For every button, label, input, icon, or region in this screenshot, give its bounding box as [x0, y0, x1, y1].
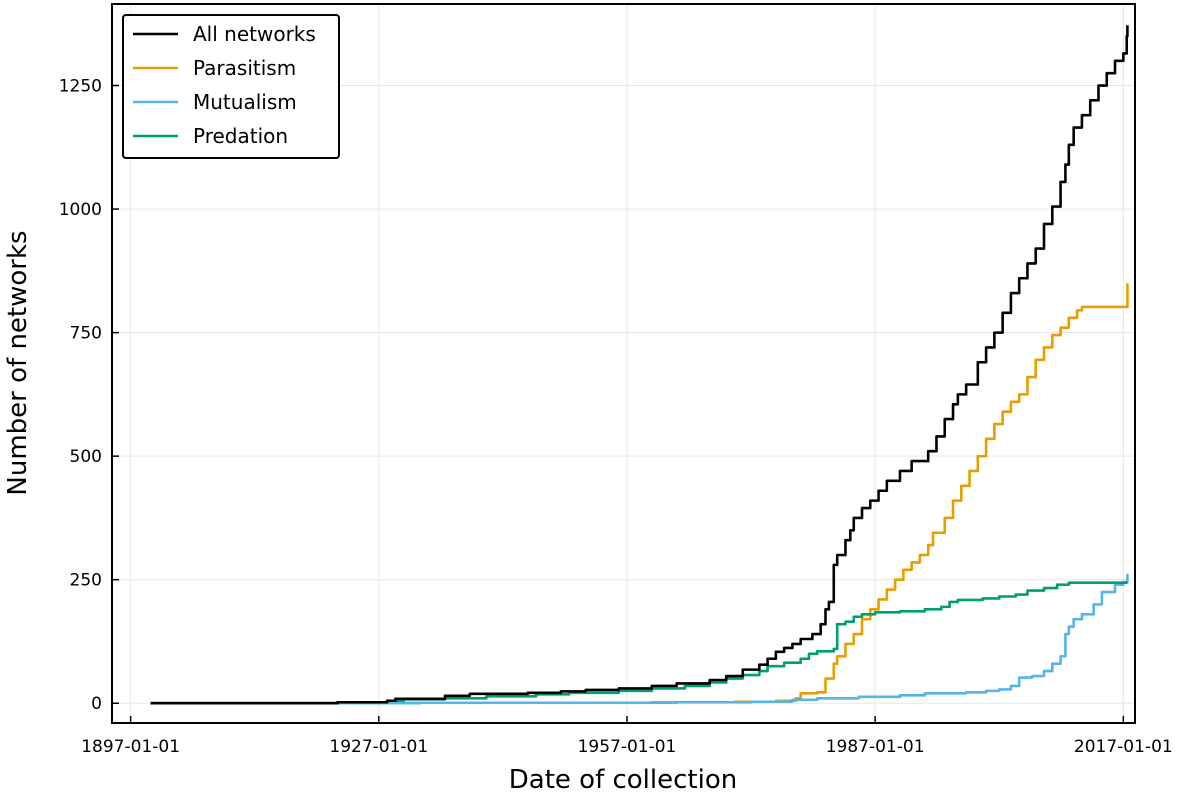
legend-label-parasitism: Parasitism — [193, 56, 296, 80]
series-line-mutualism — [150, 573, 1129, 705]
plot-frame — [111, 3, 1136, 724]
y-tick-label: 1000 — [59, 200, 102, 220]
legend-label-predation: Predation — [193, 124, 288, 148]
y-tick-label: 750 — [70, 324, 102, 344]
x-tick-label: 2017-01-01 — [1074, 737, 1173, 757]
y-tick-label: 250 — [70, 571, 102, 591]
y-axis-title: Number of networks — [3, 230, 33, 495]
x-tick-label: 1987-01-01 — [826, 737, 925, 757]
legend: All networks Parasitism Mutualism Predation — [122, 14, 340, 159]
legend-label-mutualism: Mutualism — [193, 90, 297, 114]
y-tick-label: 500 — [70, 447, 102, 467]
x-tick-label: 1957-01-01 — [578, 737, 677, 757]
legend-label-all-networks: All networks — [193, 22, 316, 46]
legend-box — [122, 14, 340, 159]
grid — [112, 4, 1135, 723]
series-line-parasitism — [150, 283, 1129, 705]
y-tick-label: 1250 — [59, 77, 102, 97]
series-line-all-networks — [150, 25, 1129, 705]
x-tick-label: 1927-01-01 — [329, 737, 428, 757]
axis-ticks: 1897-01-01 1927-01-01 1957-01-01 1987-01-01… — [59, 77, 1173, 757]
x-axis-title: Date of collection — [509, 765, 737, 795]
series-line-predation — [150, 581, 1128, 705]
series-lines — [150, 25, 1129, 705]
x-tick-label: 1897-01-01 — [81, 737, 180, 757]
y-tick-label: 0 — [91, 694, 102, 714]
